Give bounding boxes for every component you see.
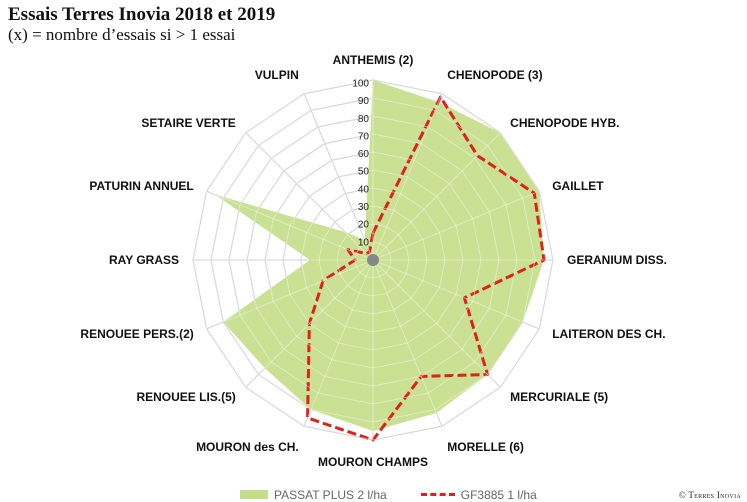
category-label: MERCURIALE (5) [510, 390, 608, 404]
legend-swatch-fill [240, 490, 268, 499]
category-label: MOURON CHAMPS [318, 455, 428, 469]
category-label: VULPIN [255, 68, 299, 82]
category-label: CHENOPODE (3) [447, 68, 542, 82]
category-label: GAILLET [552, 179, 604, 193]
copyright-credit: © Terres Inovia [678, 490, 741, 500]
legend-item-gf3885: GF3885 1 l/ha [420, 487, 537, 502]
radial-tick-label: 70 [358, 131, 370, 142]
radial-tick-label: 80 [358, 114, 370, 125]
category-label: ANTHEMIS (2) [333, 53, 414, 67]
category-label: PATURIN ANNUEL [89, 179, 193, 193]
radial-tick-label: 60 [358, 149, 370, 160]
radial-tick-label: 90 [358, 96, 370, 107]
legend-swatch-dash [420, 493, 455, 496]
category-label: LAITERON DES CH. [552, 327, 665, 341]
spoke-overlay-9 [303, 259, 374, 427]
radial-tick-label: 30 [358, 202, 370, 213]
spoke-overlay-2 [372, 132, 501, 261]
category-label: MOURON des CH. [196, 440, 299, 454]
spoke-overlay-13 [206, 190, 374, 261]
spoke-overlay-5 [372, 259, 540, 330]
category-label: CHENOPODE HYB. [510, 116, 619, 130]
category-label: RENOUEE LIS.(5) [136, 390, 235, 404]
category-label: RENOUEE PERS.(2) [80, 327, 193, 341]
radial-tick-label: 40 [358, 184, 370, 195]
category-label: SETAIRE VERTE [141, 116, 235, 130]
category-label: MORELLE (6) [447, 440, 524, 454]
radial-tick-label: 100 [352, 78, 369, 89]
category-label: GERANIUM DISS. [567, 253, 667, 267]
spoke-overlay-10 [245, 259, 374, 388]
category-label: RAY GRASS [109, 253, 179, 267]
legend: PASSAT PLUS 2 l/ha GF3885 1 l/ha [240, 487, 537, 502]
spoke-overlay-7 [372, 259, 443, 427]
spoke-overlay-3 [372, 190, 540, 261]
series-area-passat [215, 80, 544, 431]
radial-tick-label: 10 [358, 237, 370, 248]
legend-label-gf3885: GF3885 1 l/ha [460, 487, 537, 502]
label-layer: 10 20 30 40 50 60 70 80 90 100 ANTHEMIS (2) CHENOPO… [80, 53, 667, 469]
chart-subtitle: (x) = nombre d’essais si > 1 essai [8, 25, 236, 44]
radial-tick-label: 50 [358, 167, 370, 178]
radial-tick-label: 20 [358, 220, 370, 231]
series-layer [192, 79, 554, 442]
chart-title: Essais Terres Inovia 2018 et 2019 [8, 4, 276, 25]
spoke-overlay-15 [303, 93, 374, 261]
center-marker [367, 254, 379, 266]
spoke-overlay-6 [372, 259, 501, 388]
legend-label-passat: PASSAT PLUS 2 l/ha [274, 487, 387, 502]
spoke-overlay-11 [206, 259, 374, 330]
spoke-overlay-14 [245, 132, 374, 261]
legend-item-passat: PASSAT PLUS 2 l/ha [240, 488, 387, 502]
spoke-overlay-1 [372, 93, 443, 261]
